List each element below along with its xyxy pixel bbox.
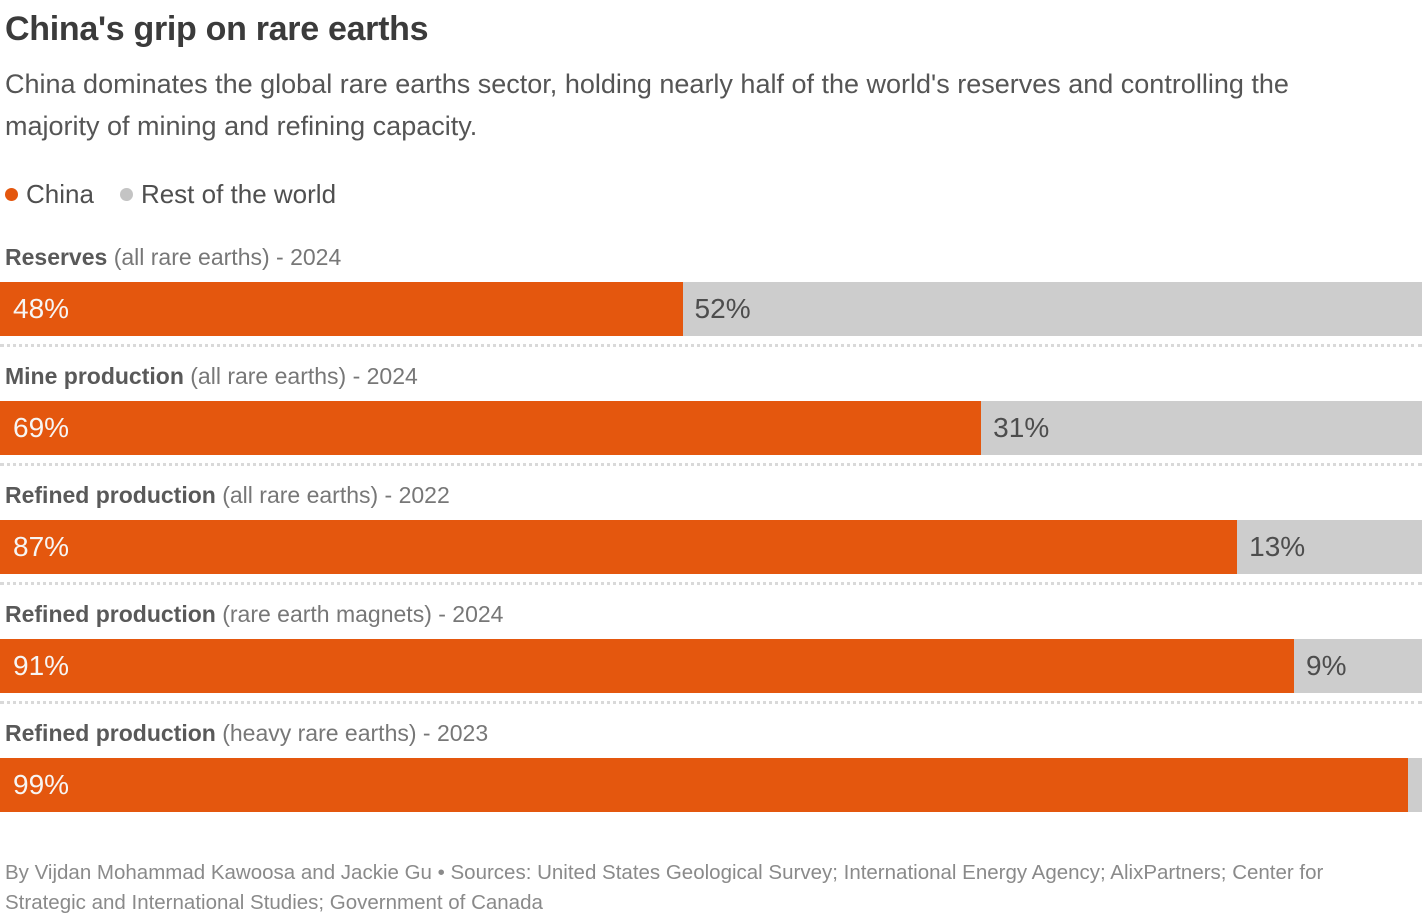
bar-value-china: 48% (13, 292, 70, 324)
bar-row: Refined production (all rare earths) - 2… (0, 480, 1422, 585)
bar-row: Reserves (all rare earths) - 2024 48% 52% (0, 242, 1422, 347)
row-qualifier: (all rare earths) - 2022 (222, 481, 450, 508)
bars-list: Reserves (all rare earths) - 2024 48% 52% M… (0, 242, 1422, 812)
row-qualifier: (heavy rare earths) - 2023 (222, 719, 489, 746)
bar-value-rest-of-world: 13% (1249, 530, 1306, 562)
stacked-bar: 48% 52% (0, 281, 1422, 336)
stacked-bar: 69% 31% (0, 400, 1422, 455)
bar-segment-china: 91% (0, 638, 1295, 693)
legend-swatch-china-icon (5, 188, 18, 202)
chart-subtitle: China dominates the global rare earths s… (5, 69, 1289, 141)
bar-segment-china: 99% (0, 757, 1408, 812)
source-credit: By Vijdan Mohammad Kawoosa and Jackie Gu… (5, 860, 1324, 914)
bar-segment-china: 69% (0, 400, 982, 455)
row-label: Refined production (all rare earths) - 2… (0, 480, 1422, 510)
legend-item-rest-of-world: Rest of the world (119, 179, 337, 210)
bar-row: Refined production (heavy rare earths) -… (0, 718, 1422, 812)
row-qualifier: (all rare earths) - 2024 (190, 362, 418, 389)
row-label: Refined production (rare earth magnets) … (0, 599, 1422, 629)
row-separator (0, 462, 1422, 466)
bar-value-china: 99% (13, 768, 70, 800)
page-title: China's grip on rare earths (5, 10, 429, 48)
row-metric: Refined production (5, 600, 216, 627)
bar-segment-rest-of-world (1407, 757, 1422, 812)
row-qualifier: (all rare earths) - 2024 (113, 243, 342, 270)
legend-label-rest-of-world: Rest of the world (140, 179, 337, 210)
bar-segment-rest-of-world: 31% (981, 400, 1422, 455)
row-label: Reserves (all rare earths) - 2024 (0, 242, 1422, 272)
stacked-bar: 87% 13% (0, 519, 1422, 574)
row-metric: Refined production (5, 481, 216, 508)
bar-value-rest-of-world: 52% (694, 292, 751, 324)
row-label: Refined production (heavy rare earths) -… (0, 718, 1422, 748)
legend: China Rest of the world (0, 179, 1422, 210)
row-metric: Refined production (5, 719, 216, 746)
row-label: Mine production (all rare earths) - 2024 (0, 361, 1422, 391)
row-separator (0, 700, 1422, 704)
row-qualifier: (rare earth magnets) - 2024 (222, 600, 504, 627)
bar-value-rest-of-world: 31% (993, 411, 1050, 443)
bar-segment-rest-of-world: 9% (1294, 638, 1422, 693)
bar-value-china: 87% (13, 530, 70, 562)
bar-segment-china: 48% (0, 281, 683, 336)
bar-value-rest-of-world: 9% (1306, 649, 1347, 681)
bar-row: Mine production (all rare earths) - 2024… (0, 361, 1422, 466)
stacked-bar: 99% (0, 757, 1422, 812)
bar-segment-rest-of-world: 52% (682, 281, 1422, 336)
bar-segment-china: 87% (0, 519, 1238, 574)
legend-swatch-rest-of-world-icon (119, 188, 133, 202)
bar-value-china: 91% (13, 649, 70, 681)
stacked-bar: 91% 9% (0, 638, 1422, 693)
row-metric: Reserves (5, 243, 108, 270)
bar-segment-rest-of-world: 13% (1237, 519, 1422, 574)
bar-value-china: 69% (13, 411, 70, 443)
row-separator (0, 343, 1422, 347)
row-metric: Mine production (5, 362, 184, 389)
legend-item-china: China (5, 179, 94, 210)
legend-label-china: China (26, 179, 94, 210)
bar-row: Refined production (rare earth magnets) … (0, 599, 1422, 704)
row-separator (0, 581, 1422, 585)
